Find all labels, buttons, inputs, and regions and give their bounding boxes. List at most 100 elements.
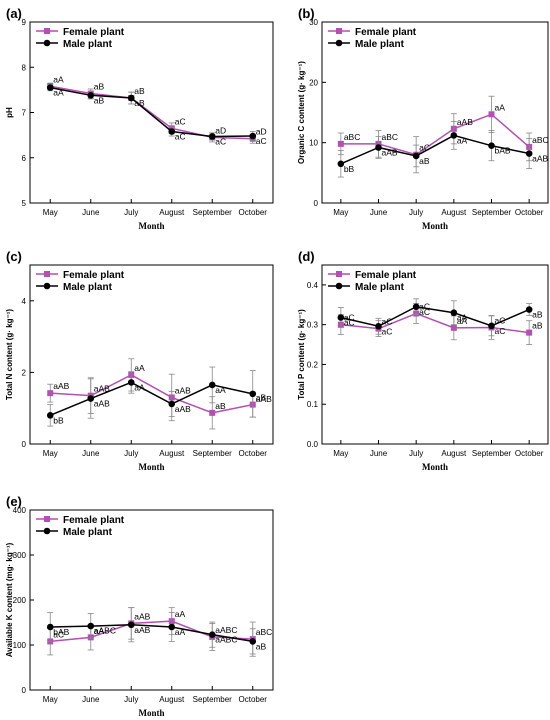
data-point bbox=[249, 638, 257, 645]
data-label: bAB bbox=[53, 627, 69, 637]
data-point bbox=[412, 152, 420, 160]
x-tick-label: May bbox=[43, 449, 58, 458]
chart-panel-5: 0 100 200 300 400 May June July August September O… bbox=[5, 494, 274, 718]
data-point bbox=[337, 140, 344, 147]
series-line bbox=[50, 620, 253, 643]
x-tick-label: June bbox=[370, 208, 388, 217]
data-point bbox=[450, 309, 458, 317]
x-tick-label: June bbox=[82, 449, 100, 458]
x-tick-label: October bbox=[239, 449, 268, 458]
legend-marker bbox=[44, 516, 50, 522]
data-label: aB bbox=[94, 95, 105, 105]
x-tick-label: October bbox=[515, 208, 544, 217]
data-label: aAB bbox=[94, 384, 110, 394]
data-label: aC bbox=[495, 315, 506, 325]
data-label: bB bbox=[344, 164, 355, 174]
y-tick-label: 0.4 bbox=[307, 281, 319, 290]
data-label: aBC bbox=[256, 627, 273, 637]
data-label: aABC bbox=[215, 625, 237, 635]
x-tick-label: June bbox=[82, 208, 100, 217]
data-label: aD bbox=[256, 127, 267, 137]
data-label: aB bbox=[419, 156, 430, 166]
data-label: aC bbox=[215, 136, 226, 146]
panel-label: (e) bbox=[6, 494, 22, 509]
x-tick-label: August bbox=[159, 208, 185, 217]
data-label: aA bbox=[175, 609, 186, 619]
series-line bbox=[50, 86, 253, 138]
data-label: aC bbox=[53, 629, 64, 639]
series-female: aAB aAB aA aAB aB aB bbox=[47, 358, 266, 430]
data-point bbox=[488, 142, 495, 149]
x-tick-label: July bbox=[409, 208, 423, 217]
data-label: aBC bbox=[344, 132, 361, 142]
data-label: aB bbox=[532, 310, 543, 320]
x-tick-label: July bbox=[124, 208, 138, 217]
y-tick-label: 7 bbox=[22, 109, 27, 118]
legend-label: Female plant bbox=[355, 270, 417, 281]
legend-label: Female plant bbox=[63, 270, 125, 281]
legend-label: Female plant bbox=[63, 27, 125, 38]
panel-label: (c) bbox=[6, 249, 22, 264]
data-label: aC bbox=[344, 318, 355, 328]
legend-label: Male plant bbox=[63, 39, 113, 50]
data-point bbox=[209, 409, 216, 416]
series-line bbox=[49, 381, 253, 417]
x-tick-label: September bbox=[472, 208, 511, 217]
data-label: aAB bbox=[134, 625, 150, 635]
legend-marker bbox=[43, 282, 51, 290]
y-tick-label: 4 bbox=[22, 297, 27, 306]
y-tick-label: 0.1 bbox=[307, 400, 319, 409]
data-point bbox=[249, 390, 257, 398]
data-label: aBC bbox=[382, 132, 399, 142]
data-point bbox=[249, 132, 257, 140]
series-male: bB aAB aA aAB aA aAB bbox=[46, 366, 272, 427]
data-label: aC bbox=[175, 132, 186, 142]
data-label: aC bbox=[256, 136, 267, 146]
y-axis-title: Available K content (mg· kg⁻¹) bbox=[5, 542, 14, 657]
y-tick-label: 20 bbox=[309, 78, 318, 87]
y-axis-title: pH bbox=[5, 107, 14, 118]
data-label: aC bbox=[344, 313, 355, 323]
data-point bbox=[87, 92, 95, 99]
panel-label: (b) bbox=[298, 6, 315, 21]
chart-panel-4: 0.0 0.1 0.2 0.3 0.4 May June July August Septembe… bbox=[297, 249, 549, 472]
x-axis-title: Month bbox=[138, 221, 164, 231]
legend-marker bbox=[44, 28, 50, 34]
data-label: aA bbox=[457, 316, 468, 326]
legend-marker bbox=[336, 28, 342, 34]
series-female: aBC aBC aC aAB aA aBC bbox=[337, 95, 549, 174]
series-line bbox=[340, 305, 530, 328]
data-label: aC bbox=[382, 326, 393, 336]
data-label: aC bbox=[419, 143, 430, 153]
x-tick-label: September bbox=[472, 449, 511, 458]
y-axis-title: Total P content (g· kg⁻¹) bbox=[297, 309, 306, 400]
data-point bbox=[488, 111, 495, 118]
y-tick-label: 0.2 bbox=[307, 360, 319, 369]
x-tick-label: September bbox=[193, 695, 232, 704]
plot-frame bbox=[321, 21, 549, 204]
data-point bbox=[526, 329, 533, 336]
data-point bbox=[488, 322, 495, 330]
panel-label: (a) bbox=[6, 6, 22, 21]
legend-marker bbox=[43, 39, 51, 47]
data-label: aAB bbox=[175, 404, 191, 414]
data-point bbox=[337, 160, 345, 168]
data-label: aA bbox=[134, 382, 145, 392]
x-tick-label: September bbox=[193, 208, 232, 217]
data-point bbox=[208, 631, 216, 638]
data-point bbox=[46, 84, 54, 91]
series-line bbox=[50, 374, 253, 414]
data-label: aA bbox=[215, 385, 226, 395]
legend-label: Male plant bbox=[63, 527, 113, 538]
legend-marker bbox=[335, 39, 343, 47]
data-label: aAB bbox=[532, 154, 548, 164]
data-point bbox=[450, 132, 458, 139]
data-label: aAB bbox=[175, 385, 191, 395]
x-tick-label: July bbox=[124, 695, 138, 704]
data-point bbox=[168, 623, 176, 631]
